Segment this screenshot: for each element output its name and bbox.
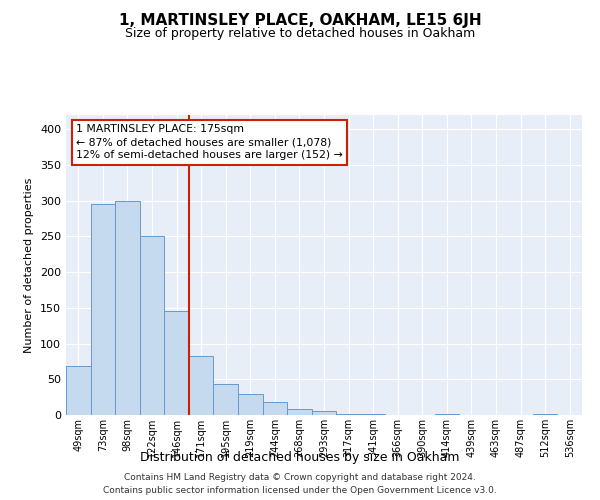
- Bar: [287, 408, 312, 415]
- Bar: [336, 414, 361, 415]
- Bar: [91, 204, 115, 415]
- Text: 1, MARTINSLEY PLACE, OAKHAM, LE15 6JH: 1, MARTINSLEY PLACE, OAKHAM, LE15 6JH: [119, 12, 481, 28]
- Bar: [214, 384, 238, 415]
- Bar: [164, 312, 189, 415]
- Bar: [263, 402, 287, 415]
- Bar: [66, 366, 91, 415]
- Y-axis label: Number of detached properties: Number of detached properties: [25, 178, 34, 352]
- Bar: [434, 414, 459, 415]
- Bar: [312, 410, 336, 415]
- Bar: [140, 236, 164, 415]
- Bar: [189, 356, 214, 415]
- Bar: [115, 200, 140, 415]
- Text: Distribution of detached houses by size in Oakham: Distribution of detached houses by size …: [140, 451, 460, 464]
- Text: Size of property relative to detached houses in Oakham: Size of property relative to detached ho…: [125, 28, 475, 40]
- Bar: [238, 394, 263, 415]
- Bar: [533, 414, 557, 415]
- Bar: [361, 414, 385, 415]
- Text: Contains HM Land Registry data © Crown copyright and database right 2024.
Contai: Contains HM Land Registry data © Crown c…: [103, 474, 497, 495]
- Text: 1 MARTINSLEY PLACE: 175sqm
← 87% of detached houses are smaller (1,078)
12% of s: 1 MARTINSLEY PLACE: 175sqm ← 87% of deta…: [76, 124, 343, 160]
